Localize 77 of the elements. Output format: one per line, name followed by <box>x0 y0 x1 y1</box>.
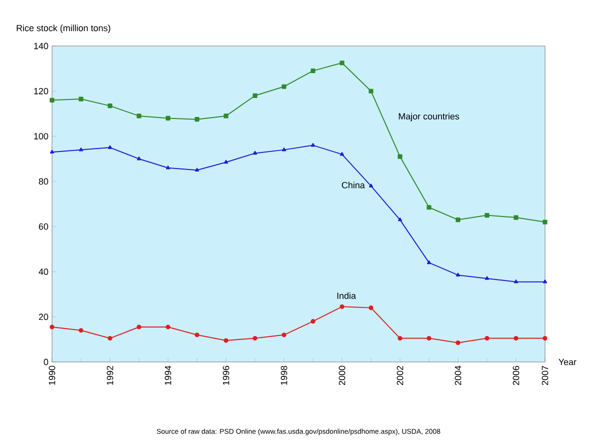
x-tick-label: 1992 <box>106 366 114 385</box>
point <box>108 336 112 341</box>
point <box>426 260 432 264</box>
point <box>252 336 258 341</box>
point <box>484 276 490 280</box>
y-tick-label: 60 <box>38 223 48 230</box>
point <box>136 114 142 118</box>
point <box>426 336 432 341</box>
x-tick-label: 2000 <box>338 366 346 385</box>
point <box>282 332 286 338</box>
x-tick-label: 2002 <box>396 366 404 385</box>
point <box>456 272 460 276</box>
y-tick-label: 140 <box>34 42 48 50</box>
y-tick-label: 40 <box>38 268 48 275</box>
point <box>426 205 432 210</box>
x-axis-title: Year <box>558 358 576 366</box>
x-tick-label: 2004 <box>454 366 462 385</box>
point <box>282 148 286 152</box>
point <box>398 336 402 341</box>
point <box>310 319 316 324</box>
x-tick-label: 1998 <box>280 366 288 385</box>
point <box>136 324 142 330</box>
point <box>340 60 344 66</box>
point <box>166 166 170 170</box>
y-axis-title: Rice stock (million tons) <box>16 24 110 33</box>
point <box>514 336 518 341</box>
y-tick-label: 0 <box>44 358 48 366</box>
point <box>310 143 316 147</box>
point <box>456 340 460 346</box>
point <box>78 328 84 333</box>
point <box>78 96 84 102</box>
point <box>108 145 112 149</box>
point <box>108 104 112 108</box>
point <box>166 324 170 330</box>
point <box>194 332 200 338</box>
point <box>224 160 228 164</box>
series-label: China <box>342 182 365 188</box>
y-tick-label: 100 <box>34 133 48 140</box>
point <box>194 117 200 122</box>
point <box>136 156 142 160</box>
point <box>456 217 460 222</box>
point <box>514 215 518 220</box>
point <box>542 280 548 284</box>
series-label: Major countries <box>398 112 460 122</box>
point <box>224 338 228 343</box>
point <box>398 217 402 222</box>
point <box>194 168 200 172</box>
point <box>340 304 344 309</box>
point <box>368 88 374 94</box>
x-tick-label: 2006 <box>512 366 520 385</box>
point <box>166 116 170 121</box>
x-tick-label: 1996 <box>222 366 230 385</box>
point <box>368 184 374 188</box>
point <box>252 93 258 98</box>
point <box>78 148 84 152</box>
x-tick-label: 1994 <box>164 366 172 385</box>
point <box>484 212 490 218</box>
point <box>542 336 548 341</box>
point <box>514 280 518 284</box>
point <box>282 84 286 89</box>
point <box>484 336 490 341</box>
x-tick-label: 2007 <box>542 366 548 385</box>
series-label: India <box>337 292 356 299</box>
point <box>252 150 258 155</box>
point <box>50 324 54 330</box>
y-tick-label: 80 <box>38 178 48 185</box>
point <box>224 114 228 118</box>
point <box>368 306 374 310</box>
y-tick-label: 20 <box>38 314 48 320</box>
point <box>398 154 402 159</box>
y-tick-label: 120 <box>34 88 48 94</box>
point <box>310 68 316 74</box>
point <box>542 220 548 224</box>
point <box>50 98 54 102</box>
x-tick-label: 1990 <box>48 366 56 385</box>
point <box>340 152 344 156</box>
point <box>50 150 54 154</box>
